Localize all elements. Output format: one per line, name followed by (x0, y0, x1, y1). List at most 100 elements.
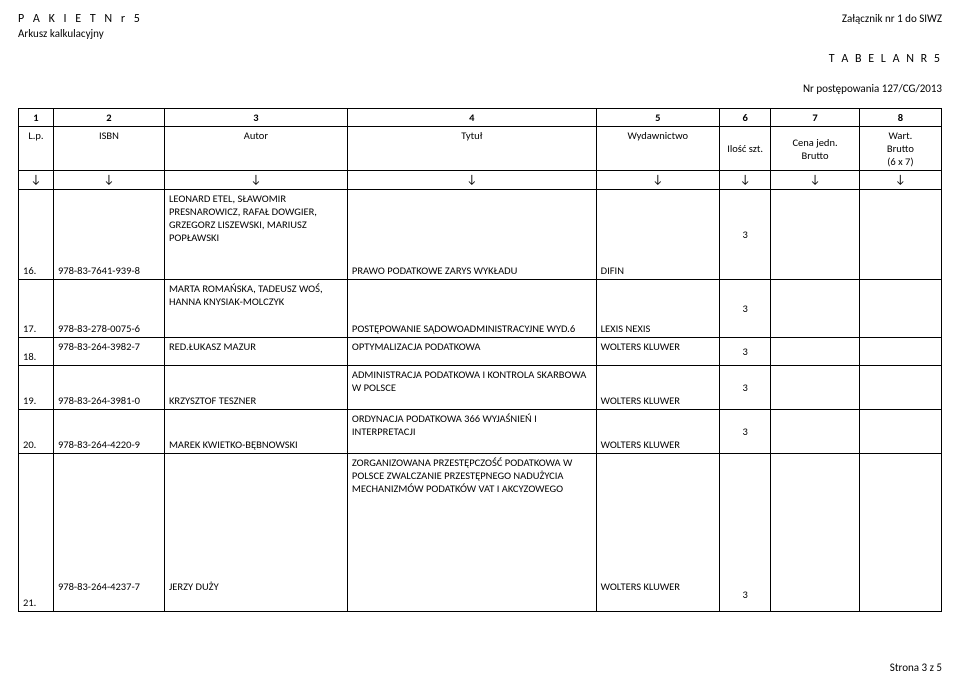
header-left: P A K I E T N r 5 Arkusz kalkulacyjny (18, 12, 143, 41)
col-cena: Cena jedn. Brutto (771, 127, 859, 171)
cell-wyd: DIFIN (596, 190, 719, 280)
cell-cena (771, 410, 859, 454)
col-cena-a: Cena jedn. (792, 136, 837, 149)
cell-wart (859, 410, 941, 454)
header-number-row: 1 2 3 4 5 6 7 8 (19, 109, 942, 127)
cell-lp: 16. (19, 190, 54, 280)
table-row: 21. 978-83-264-4237-7 JERZY DUŻY WOLTERS… (19, 578, 942, 612)
cell-wart (859, 190, 941, 280)
table-row: 18. 978-83-264-3982-7 RED.ŁUKASZ MAZUR O… (19, 338, 942, 366)
zalacznik-label: Załącznik nr 1 do SIWZ (842, 12, 942, 25)
cell-autor: RED.ŁUKASZ MAZUR (164, 338, 347, 366)
cell-qty: 3 (719, 190, 770, 280)
cell-lp: 20. (19, 410, 54, 454)
col-wyd: Wydawnictwo (596, 127, 719, 171)
cell-empty (19, 526, 54, 578)
col-wart-a: Wart. (888, 129, 912, 142)
cell-cena (771, 578, 859, 612)
cell-empty (859, 526, 941, 578)
cell-wart (859, 366, 941, 410)
cell-autor: MAREK KWIETKO-BĘBNOWSKI (164, 410, 347, 454)
cell-cena (771, 338, 859, 366)
cell-empty (596, 526, 719, 578)
arrow-1: ↓ (19, 171, 54, 190)
cell-qty: 3 (719, 338, 770, 366)
col-tytul: Tytuł (347, 127, 596, 171)
cell-tytul: ADMINISTRACJA PODATKOWA I KONTROLA SKARB… (347, 366, 596, 410)
col-isbn: ISBN (53, 127, 164, 171)
cell-tytul: PRAWO PODATKOWE ZARYS WYKŁADU (347, 190, 596, 280)
col-wart-b: Brutto (887, 142, 914, 155)
arrow-6: ↓ (719, 171, 770, 190)
cell-tytul: POSTĘPOWANIE SĄDOWOADMINISTRACYJNE WYD.6 (347, 280, 596, 338)
arrow-3: ↓ (164, 171, 347, 190)
cell-qty: 3 (719, 280, 770, 338)
cell-autor: LEONARD ETEL, SŁAWOMIR PRESNAROWICZ, RAF… (164, 190, 347, 280)
cell-autor: KRZYSZTOF TESZNER (164, 366, 347, 410)
cell-empty (719, 526, 770, 578)
cell-isbn: 978-83-264-4237-7 (53, 578, 164, 612)
col-num-6: 6 (719, 109, 770, 127)
table-row: 20. 978-83-264-4220-9 MAREK KWIETKO-BĘBN… (19, 410, 942, 454)
cell-lp: 19. (19, 366, 54, 410)
cell-wyd: WOLTERS KLUWER (596, 410, 719, 454)
cell-wart (859, 338, 941, 366)
col-cena-b: Brutto (802, 149, 829, 162)
col-num-2: 2 (53, 109, 164, 127)
col-wart-c: (6 x 7) (887, 155, 913, 168)
cell-empty (771, 454, 859, 526)
cell-empty (719, 454, 770, 526)
cell-cena (771, 190, 859, 280)
col-num-8: 8 (859, 109, 941, 127)
col-num-3: 3 (164, 109, 347, 127)
cell-isbn: 978-83-264-4220-9 (53, 410, 164, 454)
col-num-1: 1 (19, 109, 54, 127)
cell-empty (164, 526, 347, 578)
cell-wyd: LEXIS NEXIS (596, 280, 719, 338)
arrow-row: ↓ ↓ ↓ ↓ ↓ ↓ ↓ ↓ (19, 171, 942, 190)
cell-wart (859, 280, 941, 338)
cell-qty: 3 (719, 366, 770, 410)
cell-wyd: WOLTERS KLUWER (596, 578, 719, 612)
cell-autor: JERZY DUŻY (164, 578, 347, 612)
cell-empty (19, 454, 54, 526)
arrow-2: ↓ (53, 171, 164, 190)
cell-empty (53, 526, 164, 578)
cell-empty (347, 526, 596, 578)
cell-tytul (347, 578, 596, 612)
cell-qty: 3 (719, 578, 770, 612)
pakiet-label: P A K I E T N r 5 (18, 12, 143, 27)
page-footer: Strona 3 z 5 (890, 661, 942, 674)
main-table: 1 2 3 4 5 6 7 8 L.p. ISBN Autor Tytuł Wy… (18, 108, 942, 612)
table-row-extra: ZORGANIZOWANA PRZESTĘPCZOŚĆ PODATKOWA W … (19, 454, 942, 526)
arrow-5: ↓ (596, 171, 719, 190)
cell-tytul: ORDYNACJA PODATKOWA 366 WYJAŚNIEŃ I INTE… (347, 410, 596, 454)
cell-lp: 18. (19, 338, 54, 366)
cell-wart (859, 578, 941, 612)
col-num-7: 7 (771, 109, 859, 127)
cell-isbn: 978-83-264-3981-0 (53, 366, 164, 410)
cell-empty (53, 454, 164, 526)
col-autor: Autor (164, 127, 347, 171)
cell-extra-tytul: ZORGANIZOWANA PRZESTĘPCZOŚĆ PODATKOWA W … (347, 454, 596, 526)
cell-autor: MARTA ROMAŃSKA, TADEUSZ WOŚ, HANNA KNYSI… (164, 280, 347, 338)
cell-lp: 17. (19, 280, 54, 338)
cell-cena (771, 366, 859, 410)
col-wart: Wart. Brutto (6 x 7) (859, 127, 941, 171)
cell-qty: 3 (719, 410, 770, 454)
cell-empty (859, 454, 941, 526)
col-num-4: 4 (347, 109, 596, 127)
col-lp: L.p. (19, 127, 54, 171)
cell-empty (164, 454, 347, 526)
table-wrapper: 1 2 3 4 5 6 7 8 L.p. ISBN Autor Tytuł Wy… (18, 108, 942, 612)
arkusz-label: Arkusz kalkulacyjny (18, 27, 143, 41)
table-row: 16. 978-83-7641-939-8 LEONARD ETEL, SŁAW… (19, 190, 942, 280)
postepowanie-label: Nr postępowania 127/CG/2013 (803, 82, 942, 95)
cell-tytul: OPTYMALIZACJA PODATKOWA (347, 338, 596, 366)
cell-isbn: 978-83-264-3982-7 (53, 338, 164, 366)
cell-empty (596, 454, 719, 526)
cell-wyd: WOLTERS KLUWER (596, 338, 719, 366)
arrow-7: ↓ (771, 171, 859, 190)
arrow-4: ↓ (347, 171, 596, 190)
cell-wyd: WOLTERS KLUWER (596, 366, 719, 410)
